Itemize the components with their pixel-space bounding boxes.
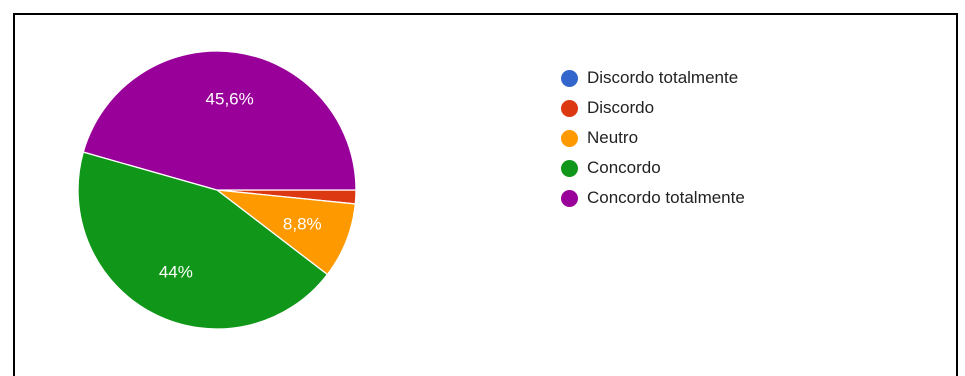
pie-slice-concordo-totalmente[interactable]: [82, 50, 357, 191]
legend-item-discordo-totalmente[interactable]: Discordo totalmente: [561, 63, 745, 93]
slice-label-concordo: 44%: [159, 263, 193, 282]
legend-label-discordo: Discordo: [587, 98, 655, 117]
chart-frame: 8,8% 44% 45,6% Discordo totalmente Discord…: [13, 13, 958, 376]
chart-legend: Discordo totalmente Discordo Neutro Conc…: [561, 63, 745, 213]
legend-item-neutro[interactable]: Neutro: [561, 123, 745, 153]
pie-slice-concordo[interactable]: [77, 151, 329, 330]
legend-label-concordo-totalmente: Concordo totalmente: [587, 188, 745, 207]
legend-item-discordo[interactable]: Discordo: [561, 93, 745, 123]
legend-item-concordo-totalmente[interactable]: Concordo totalmente: [561, 183, 745, 213]
legend-swatch-discordo-totalmente: [561, 69, 578, 87]
legend-swatch-concordo: [561, 159, 578, 177]
slice-label-concordo-totalmente: 45,6%: [206, 90, 254, 109]
legend-label-neutro: Neutro: [587, 128, 639, 147]
legend-swatch-discordo: [561, 99, 578, 117]
pie-chart: 8,8% 44% 45,6%: [77, 50, 357, 330]
legend-swatch-neutro: [561, 129, 578, 147]
legend-label-concordo: Concordo: [587, 158, 661, 177]
legend-swatch-concordo-totalmente: [561, 189, 578, 207]
legend-item-concordo[interactable]: Concordo: [561, 153, 745, 183]
legend-label-discordo-totalmente: Discordo totalmente: [587, 68, 739, 87]
slice-label-neutro: 8,8%: [283, 214, 322, 233]
